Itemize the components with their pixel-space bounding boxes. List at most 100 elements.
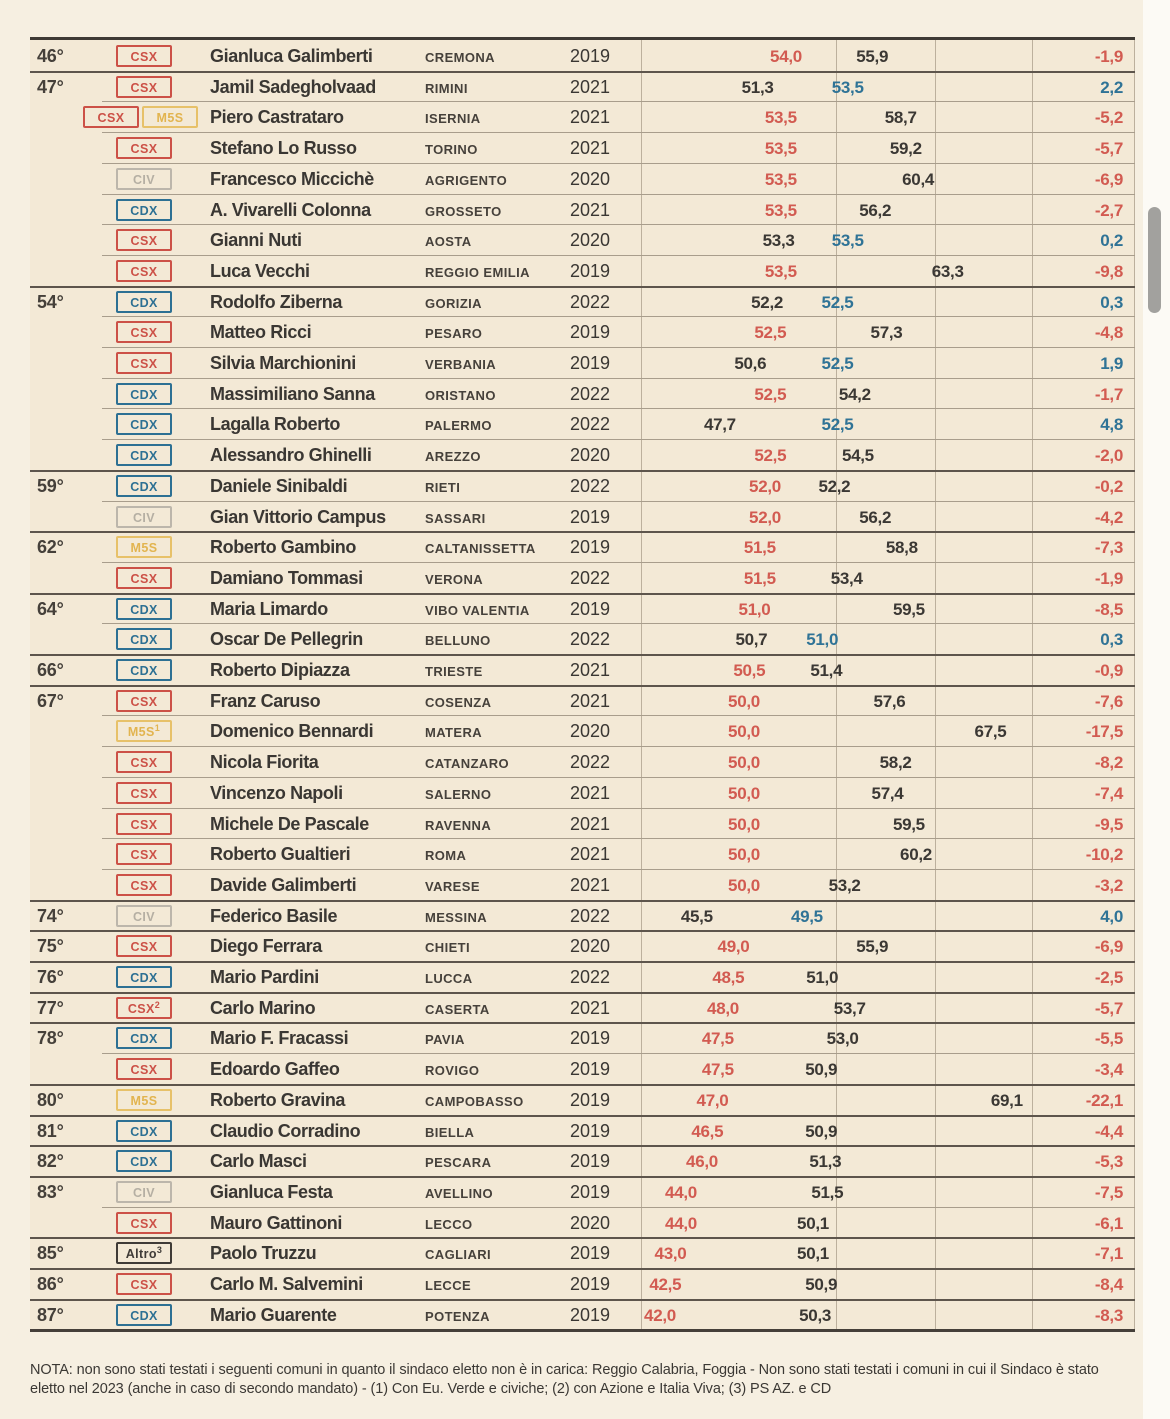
election-year: 2019: [570, 1059, 611, 1080]
election-result-value: 53,3: [762, 231, 795, 251]
city-name: VERONA: [425, 571, 484, 587]
election-result-value: 50,1: [797, 1244, 829, 1264]
election-result-value: 53,0: [826, 1029, 859, 1049]
mayor-name: Gian Vittorio Campus: [210, 506, 386, 527]
mayor-name: Carlo Masci: [210, 1151, 307, 1172]
election-year: 2019: [570, 260, 611, 281]
coalition-badge-csx: CSX: [116, 45, 172, 67]
coalition-badge-cdx: CDX: [116, 659, 172, 681]
city-name: TRIESTE: [425, 664, 483, 679]
city-name: POTENZA: [425, 1308, 490, 1324]
table-row: CSX Mauro Gattinoni LECCO 2020 44,0 50,1 -6,1: [30, 1208, 1135, 1239]
party-badges: CSX M5S: [50, 106, 198, 129]
city-name: CATANZARO: [425, 756, 509, 772]
rank-cell: 62°: [37, 537, 64, 558]
approval-rating-value: 50,0: [728, 722, 760, 742]
row-separator-line: [102, 623, 1135, 625]
table-bottom-border: [30, 1329, 1135, 1332]
party-badges: CDX: [112, 1027, 172, 1050]
coalition-badge-csx: CSX: [116, 229, 172, 252]
coalition-badge-csx: CSX: [116, 75, 172, 98]
mayor-name: A. Vivarelli Colonna: [210, 199, 371, 220]
mayor-name: Roberto Gravina: [210, 1089, 346, 1110]
group-separator-line: [30, 899, 1135, 902]
election-result-value: 58,7: [884, 108, 917, 128]
party-badges: CIV: [112, 167, 172, 190]
approval-rating-value: 43,0: [654, 1244, 687, 1264]
difference-value: -3,4: [1094, 1060, 1123, 1080]
approval-rating-value: 52,5: [821, 292, 854, 312]
mayor-name: Alessandro Ghinelli: [210, 445, 372, 466]
rank-cell: 47°: [37, 76, 64, 97]
approval-rating-value: 50,0: [728, 691, 760, 711]
difference-value: -3,2: [1094, 875, 1123, 895]
coalition-badge-cdx: CDX: [116, 597, 172, 620]
mayor-name: Mario Pardini: [210, 967, 319, 987]
row-separator-line: [102, 838, 1135, 840]
coalition-badge-cdx: CDX: [116, 382, 172, 405]
city-name: ROVIGO: [425, 1063, 480, 1079]
group-separator-line: [30, 1298, 1135, 1301]
mayor-name: Lagalla Roberto: [210, 414, 341, 435]
city-name: SALERNO: [425, 786, 492, 802]
mayor-name: Francesco Miccichè: [210, 168, 374, 189]
election-result-value: 57,6: [873, 691, 906, 711]
coalition-badge-csx: CSX: [116, 137, 172, 160]
party-badges: CSX: [112, 259, 172, 282]
city-name: PALERMO: [425, 418, 492, 434]
city-name: CREMONA: [425, 50, 495, 65]
party-badges: CSX2: [112, 996, 172, 1019]
difference-value: 4,8: [1100, 415, 1123, 435]
coalition-badge-civ: CIV: [116, 167, 172, 190]
election-year: 2020: [570, 936, 611, 957]
party-badges: CSX: [112, 45, 172, 67]
rank-cell: 81°: [37, 1120, 64, 1141]
party-badges: CSX: [112, 812, 172, 835]
table-row: 46° CSX Gianluca Galimberti CREMONA 2019 54,0…: [30, 41, 1135, 72]
election-result-value: 54,5: [841, 446, 874, 466]
row-separator-line: [102, 132, 1135, 134]
table-row: 75° CSX Diego Ferrara CHIETI 2020 49,0 55,9 -6,…: [30, 931, 1135, 962]
difference-value: -8,4: [1094, 1275, 1123, 1294]
approval-rating-value: 44,0: [665, 1182, 697, 1202]
election-year: 2019: [570, 1243, 611, 1264]
coalition-badge-m5s: M5S: [116, 1088, 172, 1111]
election-result-value: 53,7: [833, 998, 866, 1018]
approval-rating-value: 48,0: [707, 998, 739, 1018]
difference-value: -5,7: [1094, 998, 1123, 1018]
election-year: 2019: [570, 1120, 611, 1141]
city-name: BIELLA: [425, 1124, 475, 1140]
table-row: CSX Roberto Gualtieri ROMA 2021 50,0 60,2 -10,…: [30, 839, 1135, 870]
group-separator-line: [30, 1083, 1135, 1086]
coalition-badge-cdx: CDX: [116, 1303, 172, 1326]
table-row: 77° CSX2 Carlo Marino CASERTA 2021 48,0 53,7 -5…: [30, 993, 1135, 1024]
mayor-name: Jamil Sadegholvaad: [210, 76, 376, 97]
city-name: VARESE: [425, 878, 480, 894]
table-row: 85° Altro3 Paolo Truzzu CAGLIARI 2019 43,0 50,…: [30, 1238, 1135, 1269]
coalition-badge-altro: Altro3: [116, 1242, 172, 1265]
approval-rating-value: 49,5: [790, 906, 823, 926]
table-row: CIV Gian Vittorio Campus SASSARI 2019 52,0 56…: [30, 502, 1135, 533]
election-year: 2022: [570, 967, 611, 987]
party-badges: CSX: [112, 843, 172, 866]
difference-value: 0,3: [1100, 292, 1123, 312]
difference-value: -7,5: [1094, 1182, 1123, 1202]
party-badges: CSX: [112, 1211, 172, 1234]
city-name: RIMINI: [425, 80, 468, 96]
table-row: CDX Alessandro Ghinelli AREZZO 2020 52,5 54,5…: [30, 440, 1135, 471]
scrollbar-thumb[interactable]: [1148, 207, 1161, 313]
election-result-value: 51,5: [811, 1182, 844, 1202]
approval-rating-value: 50,0: [728, 875, 760, 895]
rank-cell: 59°: [37, 475, 64, 496]
table-row: 66° CDX Roberto Dipiazza TRIESTE 2021 50,5 51,…: [30, 655, 1135, 686]
approval-rating-value: 47,5: [701, 1060, 734, 1080]
election-year: 2021: [570, 813, 611, 834]
row-separator-line: [102, 1206, 1135, 1208]
row-separator-line: [102, 316, 1135, 318]
mayor-name: Roberto Dipiazza: [210, 660, 350, 680]
mayor-name: Stefano Lo Russo: [210, 138, 357, 159]
approval-rating-value: 53,5: [764, 261, 797, 281]
election-result-value: 52,2: [818, 476, 851, 496]
coalition-badge-csx: CSX: [116, 566, 172, 589]
mayor-name: Davide Galimberti: [210, 874, 357, 895]
